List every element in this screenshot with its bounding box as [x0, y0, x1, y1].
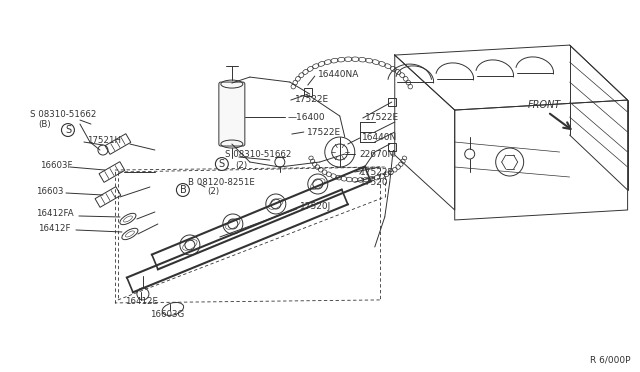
Bar	[388, 98, 396, 106]
Text: 17522E: 17522E	[360, 167, 394, 176]
Text: S 08310-51662: S 08310-51662	[225, 150, 291, 158]
Text: B 08120-8251E: B 08120-8251E	[188, 177, 255, 186]
Text: 16412F: 16412F	[38, 224, 70, 234]
Text: FRONT: FRONT	[527, 100, 561, 110]
Text: 22670M: 22670M	[360, 150, 396, 158]
Bar	[388, 143, 396, 151]
Text: 17520J: 17520J	[300, 202, 331, 212]
Text: 17522E: 17522E	[365, 113, 399, 122]
Text: (B): (B)	[38, 119, 51, 129]
Text: (2): (2)	[235, 160, 247, 170]
Text: S: S	[219, 159, 225, 169]
Text: 16603: 16603	[36, 187, 63, 196]
Text: 16603G: 16603G	[150, 310, 184, 320]
Bar	[304, 88, 312, 96]
Text: S: S	[65, 125, 71, 135]
Text: 16412E: 16412E	[125, 298, 158, 307]
Text: 16603F: 16603F	[40, 160, 72, 170]
Text: —16400: —16400	[288, 113, 326, 122]
Text: (2): (2)	[207, 187, 219, 196]
Text: B: B	[179, 185, 186, 195]
Text: 17521H: 17521H	[87, 135, 121, 145]
Text: 17520: 17520	[360, 177, 388, 186]
FancyBboxPatch shape	[219, 82, 245, 146]
Text: 16412FA: 16412FA	[36, 209, 74, 218]
Text: S 08310-51662: S 08310-51662	[30, 109, 97, 119]
Text: 17522E: 17522E	[295, 94, 329, 103]
Text: R 6/000P: R 6/000P	[589, 355, 630, 365]
Text: 16440NA: 16440NA	[318, 70, 359, 78]
Text: 16440N: 16440N	[362, 132, 397, 141]
Text: 17522E: 17522E	[307, 128, 341, 137]
